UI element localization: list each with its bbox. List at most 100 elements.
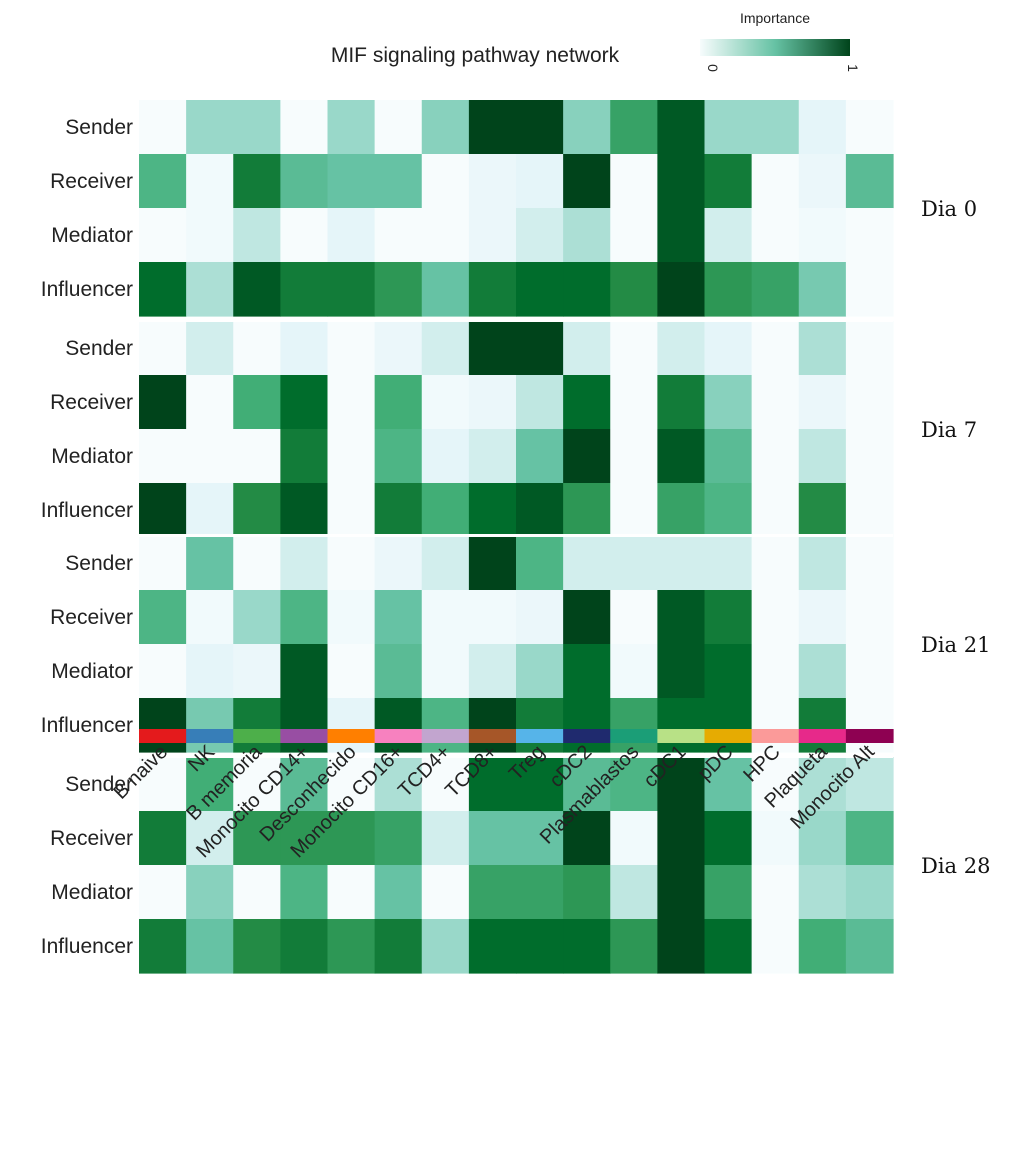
row-label: Influencer	[41, 935, 133, 958]
heatmap-cell	[139, 483, 187, 538]
heatmap-cell	[186, 262, 234, 317]
heatmap-cell	[233, 375, 281, 430]
heatmap-cell	[516, 375, 564, 430]
heatmap-cell	[516, 100, 564, 155]
column-color-swatch	[610, 729, 658, 743]
heatmap-cell	[751, 698, 800, 753]
heatmap-cell	[563, 865, 611, 920]
heatmap-cell	[516, 590, 564, 645]
heatmap-cell	[657, 321, 706, 376]
row-label: Mediator	[51, 224, 133, 247]
heatmap-cell	[280, 536, 329, 591]
heatmap-cell	[374, 865, 423, 920]
heatmap-cell	[751, 644, 800, 699]
heatmap-cell	[327, 698, 376, 753]
heatmap-cell	[657, 590, 706, 645]
heatmap-cell	[657, 919, 706, 974]
chart-title: MIF signaling pathway network	[331, 44, 620, 67]
heatmap-cell	[327, 321, 376, 376]
heatmap-cell	[704, 262, 753, 317]
heatmap-cell	[280, 811, 329, 866]
heatmap-cell	[280, 375, 329, 430]
heatmap-cell	[186, 644, 234, 699]
heatmap-cell	[516, 483, 564, 538]
heatmap-cell	[139, 919, 187, 974]
heatmap-cell	[704, 429, 753, 484]
heatmap-cell	[280, 757, 329, 812]
heatmap-cell	[233, 483, 281, 538]
heatmap-cell	[374, 375, 423, 430]
heatmap-cell	[374, 208, 423, 263]
heatmap-cell	[327, 644, 376, 699]
heatmap-cell	[845, 262, 894, 317]
heatmap-cell	[327, 154, 376, 209]
heatmap-cell	[516, 811, 564, 866]
heatmap-cell	[610, 483, 658, 538]
row-label: Mediator	[51, 881, 133, 904]
heatmap-cell	[327, 429, 376, 484]
heatmap-cell	[327, 208, 376, 263]
heatmap-cell	[798, 100, 847, 155]
heatmap-cell	[468, 208, 517, 263]
heatmap-cell	[751, 262, 800, 317]
heatmap-cell	[516, 919, 564, 974]
legend-min-label: 0	[705, 64, 721, 72]
heatmap-cell	[798, 644, 847, 699]
heatmap-cell	[563, 919, 611, 974]
heatmap-cell	[421, 811, 470, 866]
heatmap-cell	[610, 321, 658, 376]
heatmap-cell	[186, 919, 234, 974]
heatmap-cell	[468, 483, 517, 538]
heatmap-cell	[798, 208, 847, 263]
heatmap-cell	[233, 811, 281, 866]
color-legend: Importance 0 1	[700, 10, 861, 72]
heatmap-cell	[751, 154, 800, 209]
heatmap-cell	[798, 375, 847, 430]
column-color-swatch	[798, 729, 847, 743]
heatmap-cell	[468, 375, 517, 430]
heatmap-cell	[845, 811, 894, 866]
heatmap-cell	[516, 154, 564, 209]
heatmap-cell	[610, 536, 658, 591]
heatmap-cell	[421, 698, 470, 753]
heatmap-cell	[516, 757, 564, 812]
heatmap-cell	[280, 321, 329, 376]
heatmap-cell	[516, 865, 564, 920]
heatmap-cell	[516, 698, 564, 753]
heatmap-cell	[798, 483, 847, 538]
heatmap-cell	[139, 321, 187, 376]
column-color-swatch	[704, 729, 753, 743]
heatmap-cell	[704, 208, 753, 263]
heatmap-cell	[563, 208, 611, 263]
heatmap-cell	[704, 536, 753, 591]
heatmap-cell	[657, 811, 706, 866]
row-label: Sender	[65, 337, 133, 360]
heatmap-cell	[610, 811, 658, 866]
column-color-swatch	[186, 729, 234, 743]
heatmap-cell	[421, 536, 470, 591]
heatmap-cell	[280, 644, 329, 699]
heatmap-cell	[704, 154, 753, 209]
heatmap-cell	[186, 536, 234, 591]
heatmap-cell	[468, 698, 517, 753]
group-labels: Dia 0 Dia 7 Dia 21 Dia 28	[921, 197, 990, 878]
heatmap-cell	[421, 919, 470, 974]
heatmap-cell	[421, 590, 470, 645]
heatmap-cell	[327, 757, 376, 812]
heatmap-cell	[327, 536, 376, 591]
heatmap-cell	[327, 919, 376, 974]
heatmap-cell	[845, 536, 894, 591]
heatmap-cells	[139, 100, 894, 974]
heatmap-cell	[186, 483, 234, 538]
row-label: Sender	[65, 116, 133, 139]
column-color-swatch	[233, 729, 281, 743]
heatmap-cell	[610, 644, 658, 699]
heatmap-cell	[186, 100, 234, 155]
heatmap-cell	[610, 375, 658, 430]
row-label: Mediator	[51, 660, 133, 683]
heatmap-cell	[751, 100, 800, 155]
heatmap-cell	[751, 919, 800, 974]
heatmap-cell	[327, 811, 376, 866]
heatmap-cell	[563, 154, 611, 209]
heatmap-cell	[751, 375, 800, 430]
